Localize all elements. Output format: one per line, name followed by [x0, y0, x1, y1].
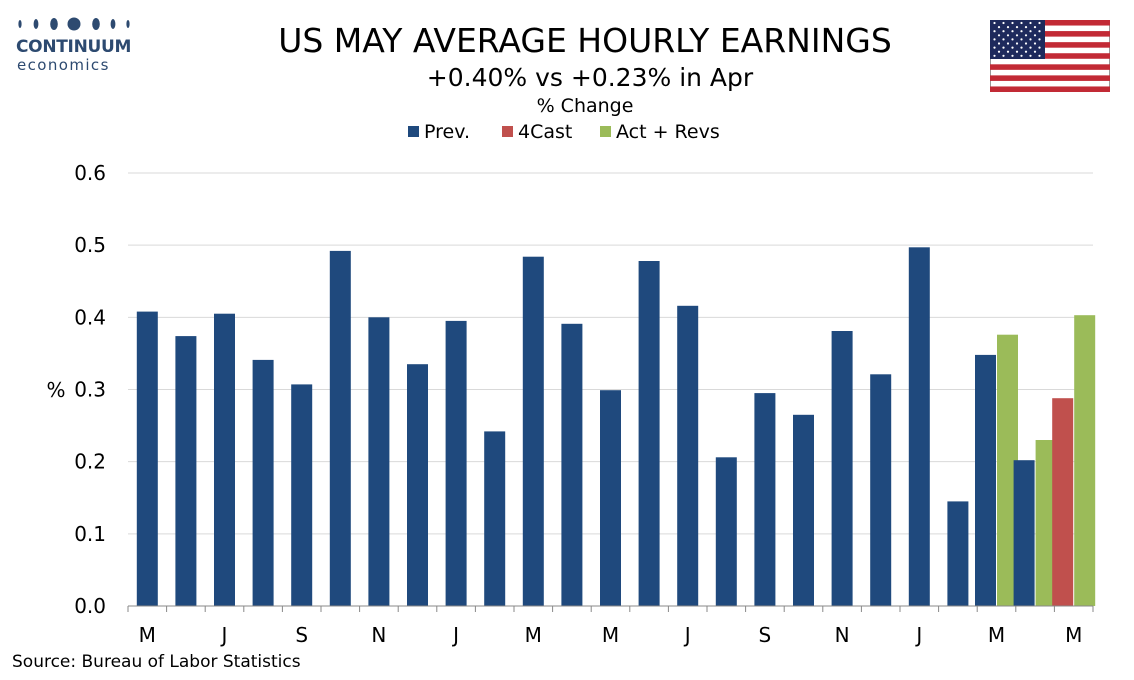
bar-4cast [1052, 398, 1074, 606]
x-tick-label: J [451, 623, 459, 647]
bar-prev [291, 384, 313, 606]
x-tick-label: J [914, 623, 922, 647]
bar-prev [368, 317, 390, 606]
chart-title: US MAY AVERAGE HOURLY EARNINGS [278, 21, 892, 60]
bar-prev [445, 320, 467, 606]
source-note: Source: Bureau of Labor Statistics [12, 652, 301, 672]
y-tick-label: 0.3 [74, 378, 106, 402]
bar-prev [831, 331, 853, 606]
bar-prev [975, 354, 996, 606]
x-tick-label: J [220, 623, 228, 647]
legend-swatch-prev [408, 126, 419, 137]
y-tick-label: 0.1 [74, 522, 106, 546]
bar-act-revs [997, 334, 1018, 606]
bar-prev [793, 414, 814, 606]
bar-act-revs [1035, 440, 1057, 606]
bar-prev [754, 393, 776, 606]
y-tick-label: 0.2 [74, 450, 106, 474]
y-tick-label: 0.4 [74, 305, 106, 329]
bar-prev [136, 311, 158, 606]
bar-prev [522, 256, 544, 606]
bar-prev [638, 261, 660, 606]
x-tick-label: N [835, 623, 850, 647]
continuum-logo: CONTINUUM economics [12, 14, 137, 78]
chart-legend: Prev. 4Cast Act + Revs [408, 121, 720, 143]
bar-prev [600, 390, 621, 606]
bar-prev [677, 305, 699, 606]
x-tick-label: M [988, 623, 1005, 647]
bar-prev [561, 323, 583, 606]
chart-unit-label: % Change [537, 95, 634, 117]
legend-swatch-act [600, 126, 611, 137]
x-tick-label: N [371, 623, 386, 647]
bar-prev [175, 336, 197, 606]
bar-prev [484, 431, 506, 606]
y-tick-label: 0.5 [74, 233, 106, 257]
legend-swatch-4cast [502, 126, 513, 137]
x-tick-label: M [525, 623, 542, 647]
x-tick-label: M [602, 623, 619, 647]
legend-label-act: Act + Revs [616, 121, 720, 143]
logo-subtitle: economics [17, 56, 110, 74]
x-tick-label: J [683, 623, 691, 647]
x-tick-label: M [1065, 623, 1082, 647]
y-tick-label: 0.6 [74, 161, 106, 185]
bar-prev [947, 501, 969, 606]
bar-prev [715, 457, 737, 606]
bar-prev [214, 313, 235, 606]
bar-prev [329, 250, 351, 606]
x-tick-label: S [295, 623, 308, 647]
logo-wordmark: CONTINUUM [16, 37, 132, 57]
chart-subtitle: +0.40% vs +0.23% in Apr [427, 63, 754, 92]
legend-label-4cast: 4Cast [518, 121, 572, 143]
us-flag-icon [990, 20, 1110, 92]
bar-prev [407, 364, 428, 606]
x-tick-label: S [759, 623, 772, 647]
logo-dots-icon [18, 17, 130, 31]
x-tick-label: M [139, 623, 156, 647]
legend-label-prev: Prev. [424, 121, 470, 143]
bar-prev [252, 359, 274, 606]
bar-prev [870, 374, 892, 606]
bar-prev [1013, 460, 1035, 606]
y-tick-label: 0.0 [74, 594, 106, 618]
y-axis-label: % [46, 378, 65, 402]
bar-prev [908, 247, 930, 607]
bar-act-revs [1074, 315, 1096, 606]
